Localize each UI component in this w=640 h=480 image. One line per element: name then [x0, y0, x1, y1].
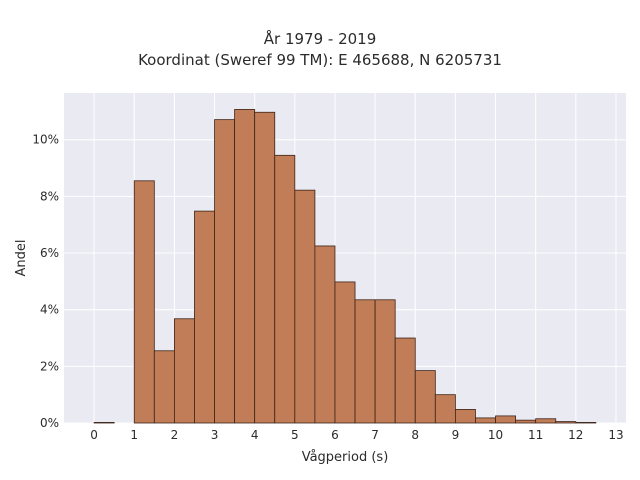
histogram-bar [354, 299, 376, 424]
histogram-bar [515, 419, 537, 424]
x-tick-label: 5 [291, 428, 299, 442]
histogram-bar [334, 281, 356, 424]
y-tick-label: 2% [40, 359, 59, 373]
histogram-bar [374, 299, 396, 424]
x-axis-ticks: 0 1 2 3 4 5 6 7 8 9 10 11 12 13 [90, 428, 623, 442]
histogram-bar [133, 180, 155, 424]
y-tick-label: 10% [32, 133, 59, 147]
x-tick-label: 12 [568, 428, 583, 442]
histogram-bar [294, 189, 316, 424]
y-axis-ticks: 0% 2% 4% 6% 8% 10% [32, 133, 59, 430]
histogram-bar [454, 409, 476, 424]
histogram-bar [414, 370, 436, 424]
x-tick-label: 4 [251, 428, 259, 442]
histogram-bar [535, 418, 557, 424]
histogram-bar [214, 119, 236, 424]
x-tick-label: 0 [90, 428, 98, 442]
y-axis-label: Andel [14, 240, 29, 277]
histogram-bar [555, 421, 577, 424]
chart-subtitle: Koordinat (Sweref 99 TM): E 465688, N 62… [138, 51, 502, 69]
histogram-bar [274, 154, 296, 424]
x-tick-label: 10 [488, 428, 503, 442]
x-tick-label: 7 [371, 428, 379, 442]
x-tick-label: 11 [528, 428, 543, 442]
histogram-bar [434, 394, 456, 424]
histogram-bar [194, 210, 215, 424]
x-tick-label: 13 [608, 428, 623, 442]
histogram-bar [575, 422, 597, 424]
histogram-bar [93, 422, 115, 424]
chart-title: År 1979 - 2019 [263, 30, 377, 48]
y-tick-label: 4% [40, 303, 59, 317]
histogram-bar [475, 417, 496, 424]
x-tick-label: 6 [331, 428, 339, 442]
y-tick-label: 6% [40, 246, 59, 260]
histogram-bar [153, 350, 175, 424]
x-axis-label: Vågperiod (s) [302, 450, 389, 465]
bars [93, 109, 597, 424]
x-tick-label: 9 [452, 428, 460, 442]
histogram-bar [173, 318, 195, 424]
x-tick-label: 3 [211, 428, 219, 442]
histogram-bar [314, 245, 336, 424]
y-tick-label: 8% [40, 189, 59, 203]
histogram-bar [254, 111, 276, 424]
histogram-bar [234, 109, 256, 424]
histogram-bar [394, 337, 416, 424]
x-tick-label: 8 [411, 428, 419, 442]
x-tick-label: 1 [130, 428, 138, 442]
y-tick-label: 0% [40, 416, 59, 430]
histogram-bar [495, 415, 517, 424]
x-tick-label: 2 [171, 428, 179, 442]
